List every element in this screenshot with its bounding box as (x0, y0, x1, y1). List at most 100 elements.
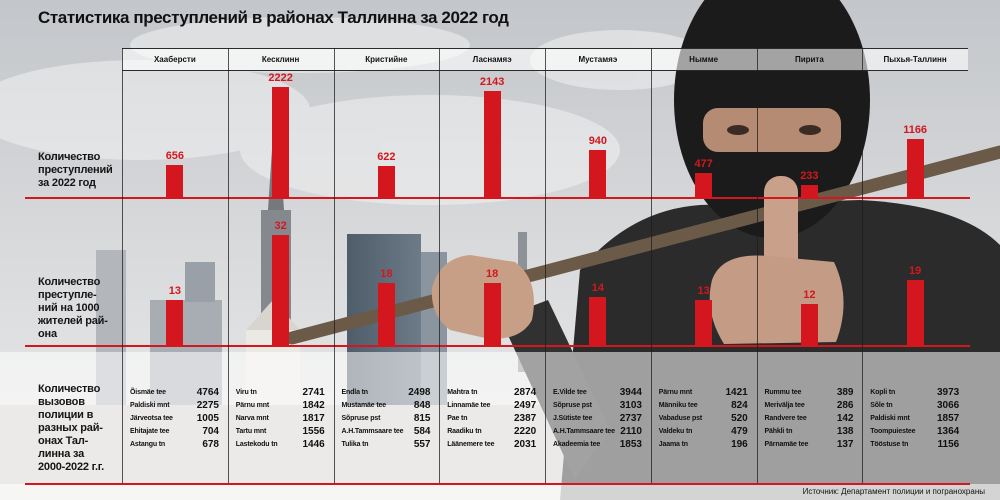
police-calls-count-nomme: 520 (731, 412, 748, 424)
police-calls-street-kristiine: Tulika tn (341, 440, 369, 448)
row-label-crimes-2022: Количество преступлений за 2022 год (38, 151, 113, 189)
police-calls-count-pirita: 389 (836, 387, 854, 398)
police-calls-street-lasnamae: Mahtra tn (447, 389, 478, 396)
police-calls-count-lasnamae: 2497 (514, 399, 537, 411)
police-calls-count-pohja-tallinn: 3066 (937, 399, 960, 411)
police-calls-street-nomme: Vabaduse pst (658, 414, 703, 422)
police-calls-street-kristiine: A.H.Tammsaare tee (341, 427, 404, 435)
crimes-per-1000-bar-mustamae (589, 296, 607, 345)
police-calls-street-pirita: Merivälja tee (764, 401, 805, 409)
crimes-2022-bar-mustamae (589, 150, 607, 197)
gripping-hand (431, 255, 534, 339)
police-calls-count-lasnamae: 2874 (514, 387, 537, 398)
police-calls-street-haabersti: Õismäe tee (130, 389, 166, 396)
police-calls-street-lasnamae: Linnamäe tee (447, 401, 491, 409)
district-header-kristiine: Кристийне (365, 55, 408, 64)
column-divider (756, 48, 758, 483)
police-calls-count-nomme: 196 (731, 438, 748, 450)
police-calls-street-lasnamae: Pae tn (447, 414, 468, 422)
police-calls-street-nomme: Jaama tn (658, 440, 688, 448)
cloud (0, 60, 310, 160)
police-calls-count-kesklinn: 1817 (302, 412, 325, 424)
police-calls-street-lasnamae: Raadiku tn (447, 427, 482, 435)
crimes-per-1000-value-mustamae: 14 (591, 281, 604, 294)
crimes-per-1000-value-haabersti: 13 (168, 285, 181, 298)
row-label-crimes-per-1000: Количество преступле- ний на 1000 жителе… (38, 276, 108, 340)
crimes-per-1000-bar-lasnamae (483, 283, 501, 345)
police-calls-street-kesklinn: Viru tn (235, 389, 257, 396)
district-header-lasnamae: Ласнамяэ (472, 55, 512, 64)
crimes-2022-bar-lasnamae (483, 90, 501, 197)
police-calls-street-nomme: Pärnu mnt (658, 389, 693, 396)
police-calls-street-kesklinn: Lastekodu tn (235, 440, 278, 448)
eye-opening (703, 108, 841, 152)
police-calls-count-mustamae: 2110 (620, 425, 642, 437)
police-calls-street-mustamae: J.Sütiste tee (553, 414, 593, 422)
crimes-2022-value-kesklinn: 2222 (268, 72, 293, 84)
police-calls-street-kristiine: Mustamäe tee (341, 401, 387, 409)
police-calls-street-nomme: Valdeku tn (658, 427, 693, 435)
police-calls-count-pirita: 286 (836, 399, 854, 411)
crimes-2022-value-haabersti: 656 (165, 149, 185, 162)
police-calls-street-lasnamae: Läänemere tee (447, 440, 495, 448)
left-eye (727, 125, 749, 135)
crimes-2022-bar-nomme (695, 173, 713, 197)
police-calls-street-kesklinn: Pärnu mnt (235, 401, 270, 409)
district-header-kesklinn: Кесклинн (261, 55, 300, 64)
crimes-per-1000-value-kesklinn: 32 (274, 220, 287, 232)
police-calls-street-mustamae: Sõpruse pst (553, 401, 592, 409)
district-header-haabersti: Хааберсти (153, 55, 196, 64)
police-calls-count-lasnamae: 2031 (514, 438, 537, 450)
column-divider (650, 48, 652, 483)
baseball-bat (285, 145, 1000, 345)
police-calls-count-lasnamae: 2220 (514, 425, 537, 437)
police-calls-count-pohja-tallinn: 1156 (937, 438, 960, 450)
police-calls-street-mustamae: A.H.Tammsaare tee (553, 427, 615, 435)
police-calls-street-pohja-tallinn: Toompuiestee (870, 427, 916, 435)
crimes-per-1000-value-lasnamae: 18 (486, 268, 499, 281)
page-title: Статистика преступлений в районах Таллин… (38, 8, 509, 27)
district-header-mustamae: Мустамяэ (578, 55, 618, 64)
crimes-per-1000-bar-pirita (800, 303, 818, 345)
police-calls-count-haabersti: 4764 (196, 387, 219, 398)
police-calls-street-pirita: Rummu tee (764, 389, 802, 396)
police-calls-count-pirita: 137 (836, 438, 854, 450)
police-calls-count-kristiine: 848 (413, 399, 431, 411)
crimes-2022-bar-pirita (800, 185, 818, 197)
police-calls-street-haabersti: Paldiski mnt (130, 401, 170, 409)
district-header-pirita: Пирита (794, 55, 824, 64)
police-calls-count-haabersti: 704 (202, 425, 219, 437)
source-note: Источник: Департамент полиции и погранох… (802, 487, 985, 496)
crimes-per-1000-bar-kristiine (377, 283, 395, 345)
police-calls-street-mustamae: Akadeemia tee (553, 440, 601, 448)
police-calls-count-nomme: 479 (731, 425, 748, 437)
police-calls-street-pirita: Pärnamäe tee (764, 440, 809, 448)
crimes-per-1000-bar-kesklinn (272, 235, 290, 345)
crimes-per-1000-value-pirita: 12 (803, 288, 816, 301)
police-calls-count-nomme: 824 (731, 399, 748, 411)
police-calls-street-pirita: Pähkli tn (764, 427, 793, 435)
footer-band (0, 484, 1000, 500)
clouds (0, 17, 710, 205)
crimes-per-1000-value-kristiine: 18 (380, 268, 393, 281)
crimes-per-1000-value-pohja-tallinn: 19 (909, 264, 922, 277)
police-calls-count-haabersti: 2275 (196, 399, 219, 411)
police-calls-count-kesklinn: 2741 (302, 387, 325, 398)
police-calls-street-pohja-tallinn: Tööstuse tn (870, 440, 909, 448)
police-calls-count-mustamae: 3103 (619, 399, 642, 411)
police-calls-street-pirita: Randvere tee (764, 414, 807, 422)
crimes-per-1000-value-nomme: 13 (697, 285, 710, 298)
crimes-2022-value-kristiine: 622 (377, 151, 396, 164)
police-calls-count-kristiine: 2498 (408, 387, 431, 398)
crimes-2022-value-mustamae: 940 (588, 135, 608, 148)
column-divider (227, 48, 229, 483)
column-divider (545, 48, 546, 483)
crimes-per-1000-bar-haabersti (166, 300, 184, 345)
police-calls-count-pirita: 138 (836, 425, 854, 437)
crimes-2022-bar-haabersti (166, 164, 184, 197)
column-divider (862, 48, 864, 483)
crimes-per-1000-bar-pohja-tallinn (906, 279, 924, 345)
row-divider (25, 345, 970, 347)
column-divider (439, 48, 441, 483)
